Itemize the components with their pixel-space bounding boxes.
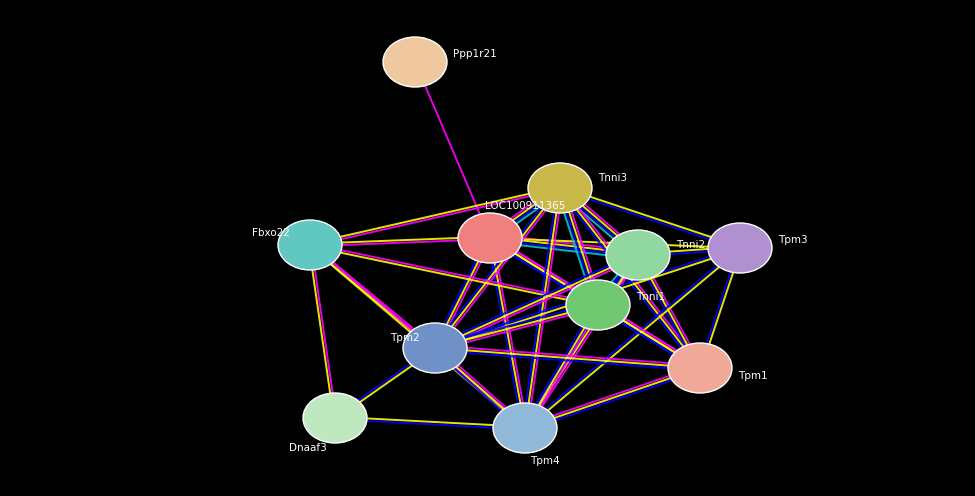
Ellipse shape <box>493 403 557 453</box>
Ellipse shape <box>566 280 630 330</box>
Text: Tnni3: Tnni3 <box>598 173 627 183</box>
Text: Tpm3: Tpm3 <box>778 235 807 245</box>
Ellipse shape <box>303 393 367 443</box>
Text: Dnaaf3: Dnaaf3 <box>289 443 327 453</box>
Text: Tpm2: Tpm2 <box>390 333 419 343</box>
Ellipse shape <box>668 343 732 393</box>
Ellipse shape <box>383 37 447 87</box>
Text: Tpm1: Tpm1 <box>738 371 767 381</box>
Ellipse shape <box>278 220 342 270</box>
Text: Tnni2: Tnni2 <box>676 240 705 250</box>
Text: Tnni1: Tnni1 <box>636 292 665 302</box>
Text: Ppp1r21: Ppp1r21 <box>453 49 496 59</box>
Text: Tpm4: Tpm4 <box>530 456 560 466</box>
Text: Fbxo22: Fbxo22 <box>252 228 290 238</box>
Ellipse shape <box>403 323 467 373</box>
Ellipse shape <box>606 230 670 280</box>
Ellipse shape <box>458 213 522 263</box>
Text: LOC100911365: LOC100911365 <box>485 201 566 211</box>
Ellipse shape <box>528 163 592 213</box>
Ellipse shape <box>708 223 772 273</box>
